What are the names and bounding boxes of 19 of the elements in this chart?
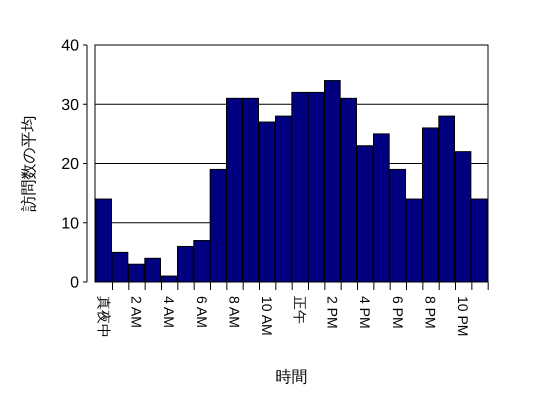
y-tick-label: 40 bbox=[61, 38, 80, 55]
x-tick-label: 正午 bbox=[292, 296, 308, 324]
y-axis-title: 訪問数の平均 bbox=[20, 116, 38, 212]
y-tick-label: 0 bbox=[70, 274, 80, 292]
y-tick-label: 10 bbox=[61, 215, 80, 232]
y-tick-label: 20 bbox=[61, 156, 80, 174]
x-axis-title: 時間 bbox=[276, 368, 308, 386]
x-tick-label: 4 PM bbox=[357, 296, 374, 329]
x-tick-label: 6 PM bbox=[390, 296, 406, 329]
x-tick-label: 2 AM bbox=[128, 296, 144, 328]
x-tick-label: 6 AM bbox=[194, 296, 210, 328]
y-tick-label: 30 bbox=[61, 96, 80, 114]
x-tick-label: 8 PM bbox=[422, 296, 438, 329]
x-tick-label: 10 AM bbox=[259, 296, 276, 336]
x-tick-label: 2 PM bbox=[324, 296, 340, 329]
x-tick-label: 真夜中 bbox=[96, 296, 112, 338]
x-tick-label: 10 PM bbox=[455, 296, 472, 336]
x-tick-label: 4 AM bbox=[161, 296, 178, 328]
x-tick-label: 8 AM bbox=[226, 296, 242, 328]
